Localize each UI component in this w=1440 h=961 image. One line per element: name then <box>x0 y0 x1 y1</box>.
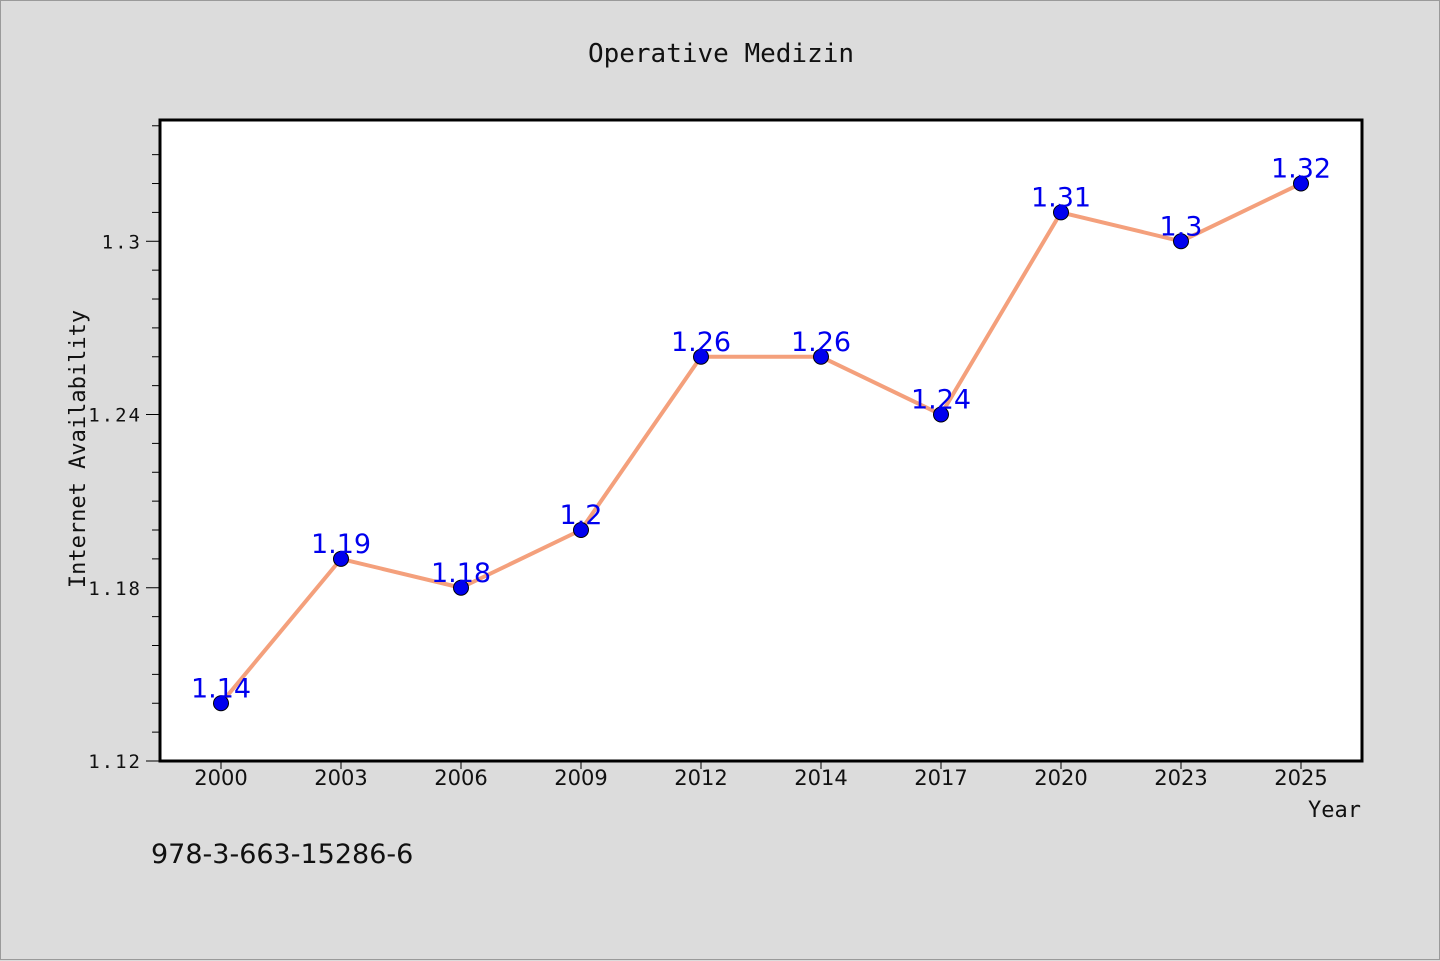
series-polyline <box>219 181 1303 706</box>
data-point <box>1293 175 1309 192</box>
x-tick-label: 2003 <box>314 766 367 790</box>
data-point <box>813 348 829 365</box>
series-line <box>219 181 1303 706</box>
y-tick-label: 1.24 <box>88 405 142 427</box>
data-point <box>573 522 589 539</box>
data-label: 1.26 <box>671 327 731 358</box>
data-label: 1.19 <box>311 529 371 560</box>
data-markers <box>213 175 1309 712</box>
data-label: 1.26 <box>791 327 851 358</box>
data-label: 1.14 <box>191 673 251 704</box>
data-label: 1.18 <box>431 558 491 589</box>
data-label: 1.32 <box>1271 154 1331 185</box>
y-tick-label: 1.12 <box>88 751 142 773</box>
x-tick-label: 2009 <box>554 766 607 790</box>
x-axis-label: Year <box>1308 798 1361 823</box>
y-axis-label: Internet Availability <box>66 310 91 588</box>
chart-title: Operative Medizin <box>588 39 854 69</box>
data-point <box>453 579 469 596</box>
data-point <box>1173 233 1189 250</box>
y-tick-label: 1.3 <box>102 231 142 253</box>
x-tick-label: 2012 <box>674 766 727 790</box>
x-tick-label: 2006 <box>434 766 487 790</box>
data-label: 1.24 <box>911 385 971 416</box>
y-tick-label: 1.18 <box>88 578 142 600</box>
plot-area <box>158 118 1364 763</box>
x-tick-label: 2000 <box>194 766 247 790</box>
x-tick-label: 2020 <box>1034 766 1087 790</box>
data-point <box>213 695 229 712</box>
data-label: 1.31 <box>1031 182 1091 213</box>
data-label: 1.2 <box>560 500 603 531</box>
x-tick-label: 2025 <box>1274 766 1327 790</box>
data-label: 1.3 <box>1160 211 1203 242</box>
data-point <box>1053 204 1069 221</box>
x-tick-label: 2023 <box>1154 766 1207 790</box>
data-point <box>333 550 349 567</box>
data-point <box>693 348 709 365</box>
isbn-annotation: 978-3-663-15286-6 <box>151 839 413 870</box>
x-axis: 2000 2003 2006 2009 2012 2014 2017 2020 2023 2025 <box>194 761 1328 790</box>
y-axis: 1.12 1.18 1.24 1.3 <box>88 125 160 773</box>
data-labels: 1.14 1.19 1.18 1.2 1.26 1.26 1.24 1.31 1.3 1.32 <box>191 154 1331 705</box>
x-tick-label: 2014 <box>794 766 847 790</box>
x-tick-label: 2017 <box>914 766 967 790</box>
data-point <box>933 406 949 423</box>
